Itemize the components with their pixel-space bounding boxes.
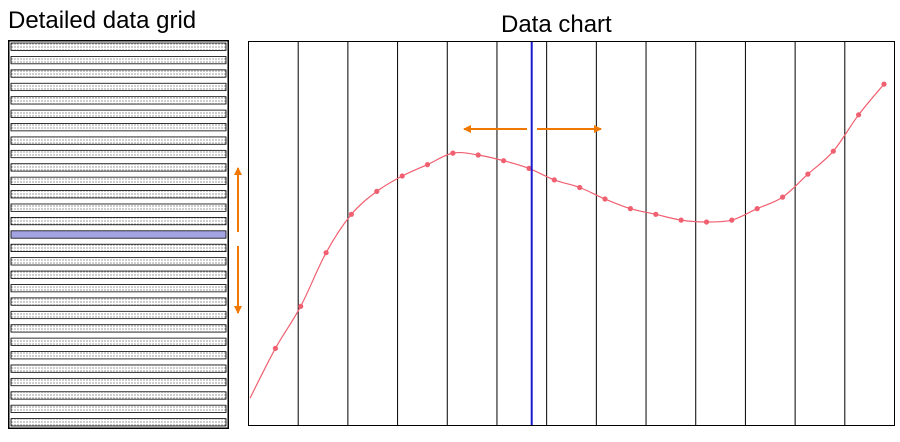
- data-point[interactable]: [577, 184, 583, 191]
- grid-row[interactable]: [10, 243, 227, 253]
- grid-row[interactable]: [10, 324, 227, 333]
- data-point[interactable]: [805, 171, 811, 177]
- grid-row[interactable]: [10, 284, 227, 293]
- grid-row[interactable]: [10, 337, 227, 346]
- grid-row[interactable]: [10, 109, 227, 118]
- data-point[interactable]: [729, 217, 735, 223]
- data-point[interactable]: [424, 162, 431, 168]
- grid-row[interactable]: [10, 351, 227, 360]
- data-point[interactable]: [780, 194, 786, 200]
- data-point[interactable]: [475, 152, 481, 158]
- grid-row[interactable]: [10, 404, 227, 413]
- data-point[interactable]: [501, 158, 507, 164]
- grid-row-selected[interactable]: [10, 230, 227, 239]
- chart-title: Data chart: [501, 11, 612, 38]
- grid-row[interactable]: [10, 123, 227, 132]
- data-point[interactable]: [399, 173, 405, 179]
- data-point[interactable]: [551, 177, 557, 183]
- grid-row[interactable]: [10, 136, 227, 145]
- data-point[interactable]: [602, 196, 608, 202]
- grid-row[interactable]: [10, 42, 227, 51]
- data-point[interactable]: [678, 217, 684, 223]
- data-point[interactable]: [754, 206, 760, 212]
- grid-row[interactable]: [10, 418, 227, 427]
- grid-row[interactable]: [10, 310, 227, 320]
- grid-title: Detailed data grid: [8, 7, 197, 34]
- data-point[interactable]: [348, 211, 354, 217]
- grid-row[interactable]: [10, 163, 227, 172]
- data-point[interactable]: [272, 345, 278, 351]
- grid-row[interactable]: [10, 82, 227, 92]
- data-point[interactable]: [703, 219, 710, 225]
- data-grid[interactable]: [8, 40, 229, 429]
- data-point[interactable]: [653, 211, 659, 217]
- chart-frame: [248, 41, 895, 426]
- grid-row[interactable]: [10, 297, 227, 306]
- data-point[interactable]: [627, 206, 634, 212]
- grid-row[interactable]: [10, 377, 227, 387]
- grid-row[interactable]: [10, 391, 227, 400]
- grid-row[interactable]: [10, 270, 227, 279]
- data-point[interactable]: [526, 165, 532, 171]
- grid-row[interactable]: [10, 216, 227, 226]
- grid-row[interactable]: [10, 190, 227, 199]
- grid-row[interactable]: [10, 56, 227, 65]
- grid-row[interactable]: [10, 257, 227, 266]
- data-point[interactable]: [374, 188, 380, 194]
- data-point[interactable]: [450, 150, 456, 156]
- data-point[interactable]: [323, 250, 329, 256]
- data-point[interactable]: [830, 148, 836, 154]
- grid-row[interactable]: [10, 176, 227, 185]
- data-point[interactable]: [856, 112, 862, 118]
- data-point[interactable]: [298, 303, 304, 309]
- grid-row[interactable]: [10, 203, 227, 212]
- grid-row[interactable]: [10, 96, 227, 105]
- grid-row[interactable]: [10, 364, 227, 373]
- grid-row[interactable]: [10, 69, 227, 78]
- grid-row[interactable]: [10, 149, 227, 159]
- series-line: [249, 83, 885, 399]
- data-point[interactable]: [881, 81, 887, 87]
